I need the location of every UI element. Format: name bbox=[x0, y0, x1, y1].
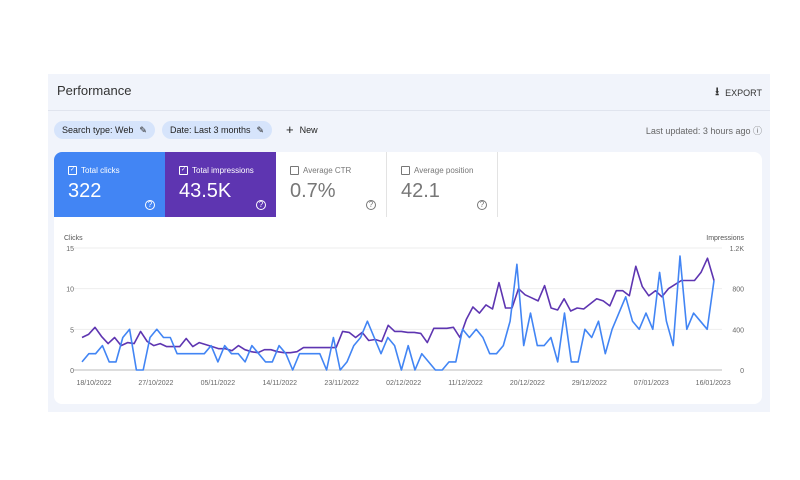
right-tick-label: 0 bbox=[740, 368, 744, 375]
header: Performance ⭳ EXPORT bbox=[48, 74, 770, 111]
x-tick-label: 16/01/2023 bbox=[696, 380, 731, 387]
date-filter[interactable]: Date: Last 3 months ✎ bbox=[162, 121, 273, 139]
left-tick-label: 0 bbox=[70, 368, 74, 375]
checkbox-icon[interactable] bbox=[401, 166, 410, 175]
x-tick-label: 27/10/2022 bbox=[138, 380, 173, 387]
search-type-filter[interactable]: Search type: Web ✎ bbox=[54, 121, 155, 139]
x-tick-label: 05/11/2022 bbox=[201, 380, 236, 387]
performance-panel: Performance ⭳ EXPORT Search type: Web ✎ Da… bbox=[48, 74, 770, 412]
help-icon[interactable]: ? bbox=[256, 200, 266, 210]
x-tick-label: 23/11/2022 bbox=[324, 380, 359, 387]
right-tick-label: 1.2K bbox=[730, 246, 745, 253]
series-line-impressions bbox=[81, 257, 715, 354]
checkbox-icon[interactable]: ✓ bbox=[179, 166, 188, 175]
left-axis-label: Clicks bbox=[64, 235, 83, 242]
edit-icon: ✎ bbox=[139, 124, 147, 135]
right-axis-label: Impressions bbox=[706, 235, 744, 242]
metric-total-clicks[interactable]: ✓ Total clicks 322? bbox=[54, 152, 165, 217]
x-tick-label: 14/11/2022 bbox=[263, 380, 298, 387]
download-icon: ⭳ bbox=[715, 86, 720, 98]
help-icon[interactable]: ? bbox=[366, 200, 376, 210]
left-tick-label: 15 bbox=[66, 246, 74, 253]
right-tick-label: 400 bbox=[732, 327, 744, 334]
edit-icon: ✎ bbox=[256, 124, 265, 135]
metric-total-impressions[interactable]: ✓ Total impressions 43.5K? bbox=[165, 152, 276, 217]
x-tick-label: 07/01/2023 bbox=[634, 380, 669, 387]
left-tick-label: 5 bbox=[70, 327, 74, 334]
left-tick-label: 10 bbox=[66, 287, 74, 294]
x-tick-label: 20/12/2022 bbox=[510, 380, 545, 387]
series-line-clicks bbox=[81, 255, 715, 371]
metric-average-position[interactable]: Average position 42.1? bbox=[387, 152, 498, 217]
plus-icon: + bbox=[286, 122, 294, 137]
x-tick-label: 02/12/2022 bbox=[386, 380, 421, 387]
help-icon[interactable]: ? bbox=[145, 200, 155, 210]
last-updated: Last updated: 3 hours ago ⓘ bbox=[645, 126, 762, 136]
x-tick-label: 18/10/2022 bbox=[76, 380, 111, 387]
x-tick-label: 11/12/2022 bbox=[448, 380, 483, 387]
x-tick-label: 29/12/2022 bbox=[572, 380, 607, 387]
export-button[interactable]: ⭳ EXPORT bbox=[715, 83, 762, 102]
right-tick-label: 800 bbox=[732, 287, 744, 294]
metric-average-ctr[interactable]: Average CTR 0.7%? bbox=[276, 152, 387, 217]
help-icon[interactable]: ? bbox=[477, 200, 487, 210]
new-filter-button[interactable]: + New bbox=[286, 122, 318, 137]
checkbox-icon[interactable] bbox=[290, 166, 299, 175]
chart-card: ✓ Total clicks 322? ✓ Total impressions 43.5… bbox=[54, 152, 762, 404]
checkbox-icon[interactable]: ✓ bbox=[68, 166, 77, 175]
page-title: Performance bbox=[57, 83, 132, 98]
help-icon[interactable]: ⓘ bbox=[752, 126, 762, 136]
